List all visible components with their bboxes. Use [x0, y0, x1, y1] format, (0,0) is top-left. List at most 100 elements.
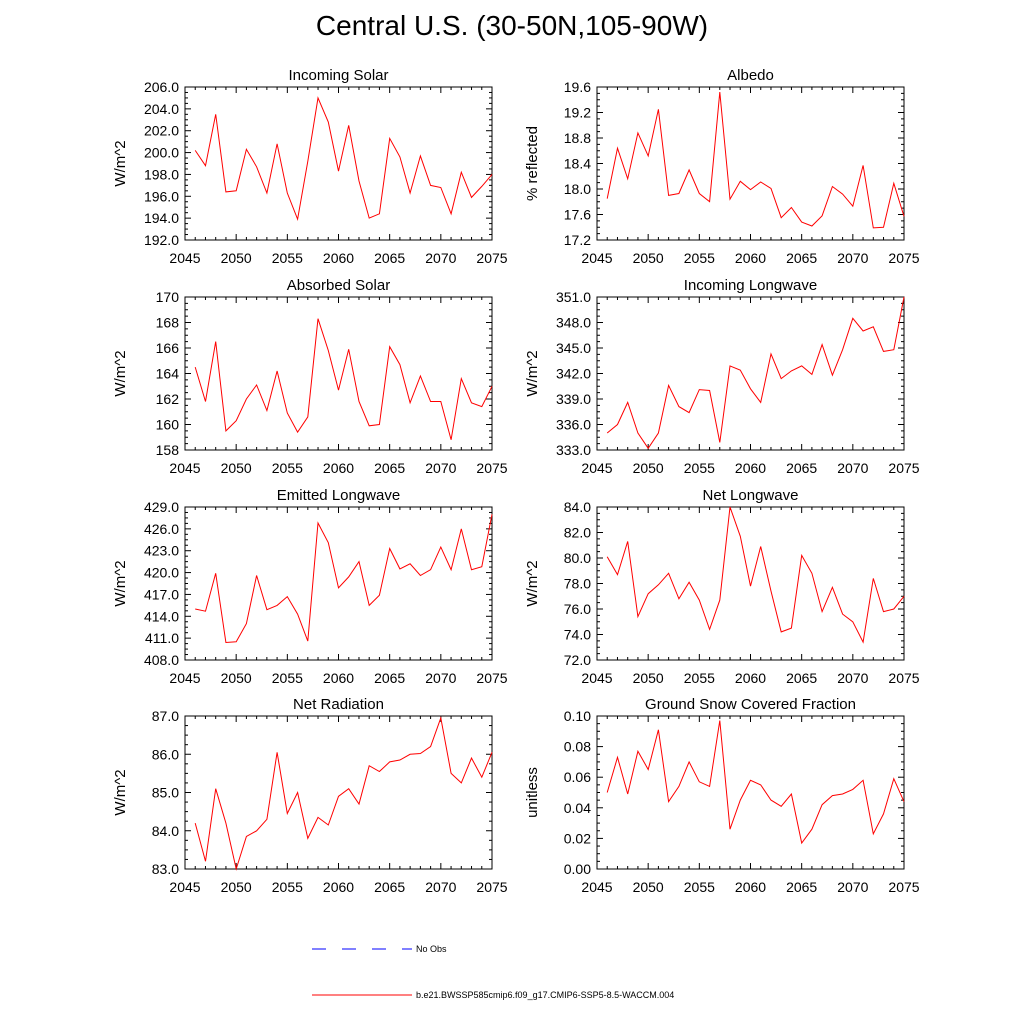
- net-longwave-title: Net Longwave: [703, 487, 799, 504]
- legend-no-obs-label: No Obs: [416, 944, 447, 954]
- incoming-longwave-ylabel: W/m^2: [524, 350, 541, 396]
- net-longwave-xtick-label: 2070: [837, 670, 868, 686]
- albedo-xtick-label: 2070: [837, 250, 868, 266]
- incoming-longwave-ytick-label: 345.0: [556, 340, 591, 356]
- net-radiation-xtick-label: 2060: [323, 879, 354, 895]
- net-radiation-ytick-label: 87.0: [152, 708, 179, 724]
- emitted-longwave-xtick-label: 2050: [221, 670, 252, 686]
- albedo-plot-frame: [596, 86, 905, 241]
- incoming-solar-title: Incoming Solar: [288, 67, 388, 84]
- incoming-solar-panel: Incoming Solar W/m^2 2045 2050 2055 2060 2065 2…: [112, 67, 508, 266]
- albedo-title: Albedo: [727, 67, 774, 84]
- albedo-xtick-label: 2050: [633, 250, 664, 266]
- net-longwave-ytick-label: 72.0: [564, 652, 591, 668]
- net-longwave-ytick-label: 82.0: [564, 525, 591, 541]
- albedo-series-line: [606, 92, 905, 229]
- emitted-longwave-xtick-label: 2075: [476, 670, 507, 686]
- emitted-longwave-plot-frame: [184, 506, 493, 661]
- net-longwave-xtick-label: 2065: [786, 670, 817, 686]
- legend-model-label: b.e21.BWSSP585cmip6.f09_g17.CMIP6-SSP5-8…: [416, 990, 674, 1000]
- ground-snow-covered-fraction-xtick-label: 2060: [735, 879, 766, 895]
- albedo-ytick-label: 18.0: [564, 181, 591, 197]
- ground-snow-covered-fraction-plot-frame: [596, 715, 905, 870]
- incoming-longwave-xtick-label: 2060: [735, 460, 766, 476]
- incoming-solar-xtick-label: 2065: [374, 250, 405, 266]
- albedo-ytick-label: 17.6: [564, 207, 591, 223]
- absorbed-solar-xtick-label: 2055: [272, 460, 303, 476]
- incoming-solar-xtick-label: 2055: [272, 250, 303, 266]
- ground-snow-covered-fraction-ytick-label: 0.04: [564, 800, 591, 816]
- net-radiation-xtick-label: 2065: [374, 879, 405, 895]
- absorbed-solar-xtick-label: 2060: [323, 460, 354, 476]
- incoming-solar-ytick-label: 194.0: [144, 210, 179, 226]
- ground-snow-covered-fraction-xtick-label: 2075: [888, 879, 919, 895]
- ground-snow-covered-fraction-panel: Ground Snow Covered Fraction unitless 2045…: [524, 696, 920, 895]
- incoming-longwave-xtick-label: 2055: [684, 460, 715, 476]
- absorbed-solar-ylabel: W/m^2: [112, 350, 129, 396]
- incoming-longwave-xtick-label: 2045: [581, 460, 612, 476]
- emitted-longwave-ytick-label: 408.0: [144, 652, 179, 668]
- absorbed-solar-ytick-label: 164: [156, 366, 180, 382]
- albedo-xtick-label: 2060: [735, 250, 766, 266]
- incoming-solar-ytick-label: 204.0: [144, 101, 179, 117]
- net-longwave-ytick-label: 74.0: [564, 627, 591, 643]
- incoming-longwave-ytick-label: 339.0: [556, 391, 591, 407]
- ground-snow-covered-fraction-xtick-label: 2055: [684, 879, 715, 895]
- incoming-solar-ytick-label: 198.0: [144, 166, 179, 182]
- absorbed-solar-xtick-label: 2070: [425, 460, 456, 476]
- incoming-longwave-ytick-label: 336.0: [556, 417, 591, 433]
- absorbed-solar-xtick-label: 2065: [374, 460, 405, 476]
- incoming-longwave-ytick-label: 342.0: [556, 366, 591, 382]
- absorbed-solar-series-line: [194, 318, 493, 440]
- incoming-longwave-xtick-label: 2070: [837, 460, 868, 476]
- net-radiation-ytick-label: 86.0: [152, 746, 179, 762]
- ground-snow-covered-fraction-series-line: [606, 720, 905, 845]
- emitted-longwave-xtick-label: 2045: [169, 670, 200, 686]
- emitted-longwave-ytick-label: 411.0: [145, 630, 179, 646]
- emitted-longwave-ytick-label: 420.0: [144, 565, 179, 581]
- incoming-solar-xtick-label: 2060: [323, 250, 354, 266]
- panels: Incoming Solar W/m^2 2045 2050 2055 2060 2065 2…: [112, 67, 920, 895]
- albedo-xtick-label: 2055: [684, 250, 715, 266]
- absorbed-solar-ytick-label: 166: [156, 340, 180, 356]
- net-radiation-xtick-label: 2045: [169, 879, 200, 895]
- albedo-ylabel: % reflected: [524, 126, 541, 201]
- albedo-xtick-label: 2075: [888, 250, 919, 266]
- emitted-longwave-xtick-label: 2065: [374, 670, 405, 686]
- emitted-longwave-xtick-label: 2070: [425, 670, 456, 686]
- net-longwave-ytick-label: 80.0: [564, 550, 591, 566]
- albedo-xtick-label: 2065: [786, 250, 817, 266]
- incoming-longwave-xtick-label: 2075: [888, 460, 919, 476]
- ground-snow-covered-fraction-xtick-label: 2045: [581, 879, 612, 895]
- net-longwave-panel: Net Longwave W/m^2 2045 2050 2055 2060 2065 207…: [524, 487, 920, 686]
- legend: No Obs b.e21.BWSSP585cmip6.f09_g17.CMIP6-…: [312, 944, 674, 1000]
- absorbed-solar-ytick-label: 160: [156, 417, 180, 433]
- incoming-longwave-ytick-label: 351.0: [556, 289, 591, 305]
- incoming-longwave-ytick-label: 333.0: [556, 442, 591, 458]
- incoming-solar-ytick-label: 200.0: [144, 145, 179, 161]
- net-radiation-title: Net Radiation: [293, 696, 384, 713]
- incoming-solar-ytick-label: 192.0: [144, 232, 179, 248]
- net-radiation-ytick-label: 83.0: [152, 861, 179, 877]
- incoming-longwave-ytick-label: 348.0: [556, 315, 591, 331]
- ground-snow-covered-fraction-ytick-label: 0.08: [564, 739, 591, 755]
- emitted-longwave-ytick-label: 414.0: [144, 608, 179, 624]
- ground-snow-covered-fraction-ylabel: unitless: [524, 767, 541, 818]
- emitted-longwave-ylabel: W/m^2: [112, 560, 129, 606]
- net-radiation-series-line: [194, 715, 493, 871]
- albedo-ytick-label: 19.6: [564, 79, 591, 95]
- ground-snow-covered-fraction-ytick-label: 0.10: [564, 708, 591, 724]
- emitted-longwave-xtick-label: 2060: [323, 670, 354, 686]
- absorbed-solar-xtick-label: 2045: [169, 460, 200, 476]
- net-radiation-ytick-label: 84.0: [152, 823, 179, 839]
- absorbed-solar-plot-frame: [184, 296, 493, 451]
- emitted-longwave-series-line: [195, 514, 493, 644]
- net-longwave-plot-frame: [596, 506, 905, 661]
- net-radiation-xtick-label: 2075: [476, 879, 507, 895]
- ground-snow-covered-fraction-ytick-label: 0.06: [564, 769, 591, 785]
- net-longwave-ylabel: W/m^2: [524, 560, 541, 606]
- absorbed-solar-ytick-label: 162: [156, 391, 180, 407]
- incoming-solar-ytick-label: 196.0: [144, 188, 179, 204]
- incoming-solar-xtick-label: 2045: [169, 250, 200, 266]
